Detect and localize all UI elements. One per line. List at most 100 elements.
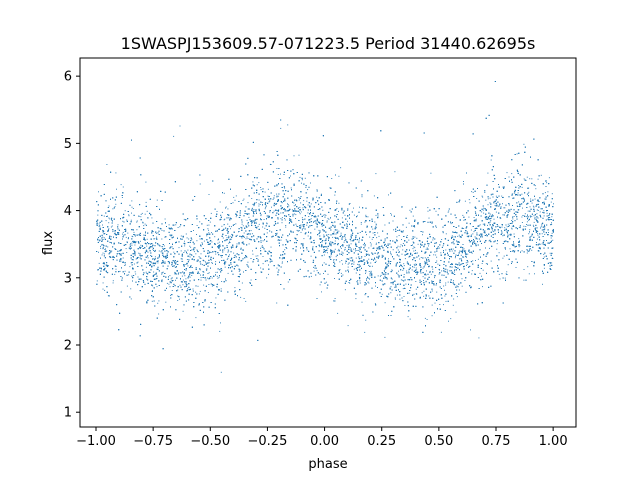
data-point (344, 237, 346, 239)
data-point (341, 217, 343, 219)
data-point (341, 260, 343, 261)
data-point (530, 235, 532, 237)
data-point (327, 252, 328, 254)
data-point (376, 253, 378, 255)
data-point (284, 219, 286, 221)
data-point (412, 215, 414, 217)
data-point (195, 253, 197, 255)
data-point (454, 257, 456, 259)
data-point (368, 277, 370, 279)
data-point (277, 195, 279, 197)
data-point (133, 259, 134, 261)
data-point (146, 249, 148, 251)
data-point (416, 252, 418, 254)
data-point (179, 298, 180, 300)
data-point (530, 198, 532, 200)
data-point (531, 249, 533, 251)
data-point (437, 246, 439, 247)
data-point (228, 235, 229, 237)
data-point (481, 275, 482, 277)
data-point (493, 218, 495, 220)
data-point (169, 286, 171, 288)
data-point (481, 263, 483, 264)
data-point (356, 215, 358, 217)
data-point (109, 218, 111, 220)
data-point (220, 371, 222, 373)
data-point (113, 230, 115, 232)
data-point (273, 195, 275, 197)
data-point (334, 236, 336, 238)
data-point (177, 289, 179, 291)
data-point (241, 223, 243, 225)
data-point (252, 250, 253, 252)
data-point (171, 261, 173, 263)
data-point (360, 257, 362, 259)
data-point (489, 202, 491, 204)
data-point (266, 222, 268, 224)
data-point (552, 239, 554, 241)
data-point (139, 240, 141, 242)
data-point (487, 204, 489, 206)
data-point (207, 292, 209, 293)
data-point (310, 275, 312, 277)
data-point (334, 278, 335, 279)
data-point (457, 235, 459, 237)
data-point (164, 262, 166, 264)
data-point (230, 264, 232, 265)
data-point (163, 245, 165, 247)
data-point (116, 188, 117, 190)
data-point (427, 242, 429, 244)
data-point (402, 230, 404, 232)
data-point (470, 229, 472, 231)
data-point (550, 237, 552, 239)
data-point (313, 239, 315, 241)
data-point (420, 281, 422, 282)
data-point (396, 236, 398, 238)
data-point (537, 231, 539, 233)
data-point (472, 260, 474, 262)
data-point (156, 236, 158, 238)
data-point (108, 222, 110, 224)
data-point (155, 237, 157, 239)
data-point (241, 259, 243, 261)
data-point (187, 288, 189, 290)
data-point (211, 277, 213, 279)
data-point (98, 262, 100, 264)
data-point (375, 224, 377, 226)
data-point (199, 238, 201, 240)
data-point (253, 204, 255, 206)
data-point (358, 250, 360, 251)
data-point (281, 262, 283, 264)
data-point (97, 214, 99, 216)
data-point (414, 257, 416, 259)
data-point (528, 191, 530, 193)
data-point (272, 198, 274, 200)
data-point (134, 235, 136, 237)
data-point (132, 208, 134, 209)
data-point (257, 255, 259, 257)
data-point (421, 292, 423, 294)
data-point (465, 250, 467, 252)
data-point (284, 218, 286, 219)
data-point (107, 215, 108, 217)
data-point (521, 222, 523, 223)
data-point (277, 174, 279, 175)
data-point (131, 200, 133, 202)
data-point (279, 240, 281, 241)
data-point (238, 270, 240, 272)
data-point (511, 220, 513, 221)
data-point (203, 284, 205, 286)
data-point (368, 247, 370, 249)
data-point (374, 221, 376, 223)
data-point (398, 235, 400, 236)
data-point (435, 210, 437, 212)
data-point (323, 234, 325, 236)
data-point (332, 236, 334, 238)
data-point (122, 257, 124, 259)
data-point (109, 241, 111, 243)
data-point (419, 263, 421, 265)
data-point (252, 181, 254, 183)
data-point (175, 279, 176, 281)
data-point (491, 228, 493, 230)
data-point (326, 221, 328, 223)
